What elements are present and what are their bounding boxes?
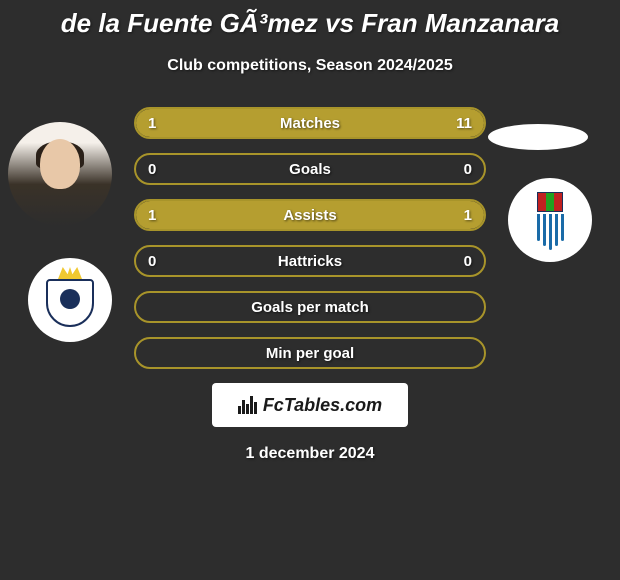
page-title: de la Fuente GÃ³mez vs Fran Manzanara	[0, 8, 620, 39]
stat-row: 111Matches	[0, 107, 620, 139]
stat-label: Min per goal	[266, 345, 354, 362]
footer-date: 1 december 2024	[0, 445, 620, 463]
stat-bar: 0 0 Hattricks	[134, 245, 486, 277]
stat-bar: 111Matches	[134, 107, 486, 139]
stat-row: 0 0 Hattricks	[0, 245, 620, 277]
stat-row: 0 0 Goals	[0, 153, 620, 185]
chart-icon	[238, 396, 257, 414]
stat-label: Matches	[280, 115, 340, 132]
stat-label: Assists	[283, 207, 336, 224]
stat-value-right: 1	[464, 207, 472, 224]
stats-area: 111Matches00Goals11Assists00HattricksGoa…	[0, 107, 620, 369]
stat-value-right: 0	[464, 253, 472, 270]
stat-value-left: 0	[148, 253, 156, 270]
footer-brand-badge: FcTables.com	[212, 383, 408, 427]
stat-row: Min per goal	[0, 337, 620, 369]
stat-bar: 0 0 Goals	[134, 153, 486, 185]
comparison-card: de la Fuente GÃ³mez vs Fran Manzanara Cl…	[0, 0, 620, 471]
stat-value-left: 1	[148, 115, 156, 132]
stat-bar: Goals per match	[134, 291, 486, 323]
stat-label: Goals per match	[251, 299, 369, 316]
stat-label: Goals	[289, 161, 331, 178]
stat-bar: Min per goal	[134, 337, 486, 369]
stat-label: Hattricks	[278, 253, 342, 270]
stat-bar: 1 1 Assists	[134, 199, 486, 231]
stat-row: Goals per match	[0, 291, 620, 323]
stat-value-left: 1	[148, 207, 156, 224]
subtitle: Club competitions, Season 2024/2025	[0, 57, 620, 75]
stat-value-right: 11	[456, 115, 472, 132]
stat-row: 1 1 Assists	[0, 199, 620, 231]
stat-value-left: 0	[148, 161, 156, 178]
stat-value-right: 0	[464, 161, 472, 178]
footer-brand-text: FcTables.com	[263, 395, 382, 416]
